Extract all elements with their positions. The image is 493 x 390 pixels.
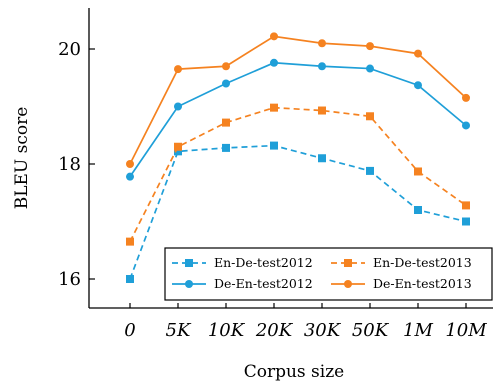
data-point: [318, 39, 326, 48]
legend-label: De-En-test2012: [214, 276, 313, 291]
legend-item: De-En-test2012: [172, 276, 313, 291]
data-point: [126, 160, 134, 168]
x-tick-label: 10M: [445, 320, 487, 341]
data-point: [462, 217, 470, 226]
data-point: [270, 32, 278, 41]
x-ticks: 0 5K 10K 20K 30K 50K 1M 10M: [124, 303, 487, 341]
series-4: [126, 32, 470, 168]
data-point: [222, 118, 230, 127]
data-point: [366, 64, 374, 73]
legend-marker: [344, 259, 352, 267]
series-line: [129, 106, 467, 243]
series-3: [126, 58, 470, 181]
data-point: [318, 106, 326, 115]
legend-marker: [344, 280, 352, 288]
data-point: [126, 275, 134, 283]
legend-marker: [185, 280, 193, 288]
data-point: [222, 62, 230, 71]
data-point: [126, 172, 134, 181]
y-ticks: 16 18 20: [58, 39, 95, 290]
y-tick-label: 20: [58, 39, 81, 60]
legend-item: En-De-test2013: [331, 255, 472, 270]
axes: [88, 8, 493, 309]
y-tick-label: 18: [58, 154, 81, 175]
data-point: [462, 93, 470, 102]
data-point: [270, 103, 278, 112]
x-tick-label: 50K: [352, 320, 390, 341]
data-point: [174, 147, 182, 156]
x-axis-title: Corpus size: [244, 362, 345, 382]
data-point: [318, 62, 326, 71]
legend-marker: [185, 259, 193, 267]
data-point: [414, 49, 422, 58]
data-point: [270, 141, 278, 150]
x-tick-label: 20K: [255, 320, 294, 341]
legend-item: En-De-test2012: [172, 255, 313, 270]
legend-item: De-En-test2013: [331, 276, 472, 291]
series-2: [126, 103, 470, 246]
data-point: [462, 201, 470, 210]
x-tick-label: 5K: [166, 320, 192, 341]
data-point: [366, 112, 374, 121]
data-point: [318, 154, 326, 163]
data-point: [462, 121, 470, 130]
y-axis-title: BLEU score: [12, 107, 32, 210]
data-point: [270, 58, 278, 67]
legend-label: En-De-test2013: [373, 255, 472, 270]
data-point: [366, 42, 374, 51]
legend-label: En-De-test2012: [214, 255, 313, 270]
x-tick-label: 0: [124, 320, 135, 341]
data-point: [174, 102, 182, 111]
series-lines: [126, 32, 470, 283]
y-tick-label: 16: [58, 269, 81, 290]
legend-label: De-En-test2013: [373, 276, 472, 291]
legend: En-De-test2012 En-De-test2013 De-En-test20…: [164, 247, 493, 301]
data-point: [126, 237, 134, 246]
x-tick-label: 30K: [304, 320, 342, 341]
series-line: [129, 61, 467, 178]
series-1: [126, 141, 470, 283]
x-tick-label: 1M: [403, 320, 433, 341]
data-point: [366, 166, 374, 175]
data-point: [414, 167, 422, 176]
series-line: [129, 35, 467, 165]
data-point: [222, 79, 230, 88]
legend-box: [164, 247, 493, 301]
x-tick-label: 10K: [208, 320, 246, 341]
data-point: [414, 81, 422, 90]
data-point: [414, 206, 422, 214]
series-line: [129, 144, 467, 280]
data-point: [222, 143, 230, 152]
data-point: [174, 142, 182, 151]
data-point: [174, 65, 182, 74]
